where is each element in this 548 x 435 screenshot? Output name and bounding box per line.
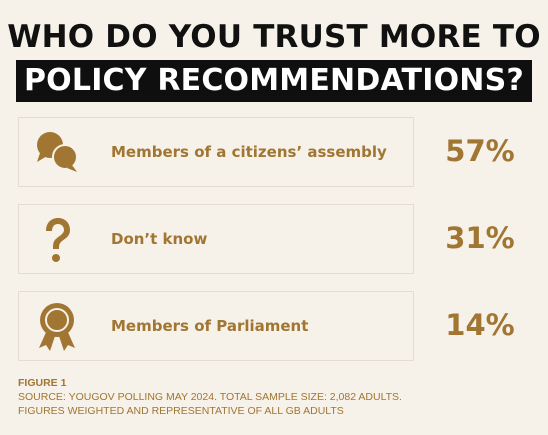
row-label: Don’t know [111, 230, 208, 248]
figure-number: FIGURE 1 [18, 377, 67, 389]
row-percentage: 31% [445, 221, 515, 255]
row-label: Members of a citizens’ assembly [111, 143, 387, 161]
question-mark-icon [46, 218, 70, 262]
source-line: SOURCE: YOUGOV POLLING MAY 2024. TOTAL S… [18, 391, 402, 403]
title-line-2: POLICY RECOMMENDATIONS? [23, 63, 524, 98]
title-highlight-bar [16, 60, 532, 102]
speech-bubbles-icon [37, 132, 78, 172]
result-row-dont-know: Don’t know [18, 204, 414, 274]
award-rosette-icon [39, 303, 75, 351]
row-label: Members of Parliament [111, 317, 309, 335]
result-row-citizens-assembly: Members of a citizens’ assembly [18, 117, 414, 187]
row-percentage: 14% [445, 308, 515, 342]
row-percentage: 57% [445, 134, 515, 168]
weighting-note: FIGURES WEIGHTED AND REPRESENTATIVE OF A… [18, 405, 344, 417]
result-row-members-of-parliament: Members of Parliament [18, 291, 414, 361]
figure-caption: FIGURE 1 SOURCE: YOUGOV POLLING MAY 2024… [18, 376, 538, 418]
